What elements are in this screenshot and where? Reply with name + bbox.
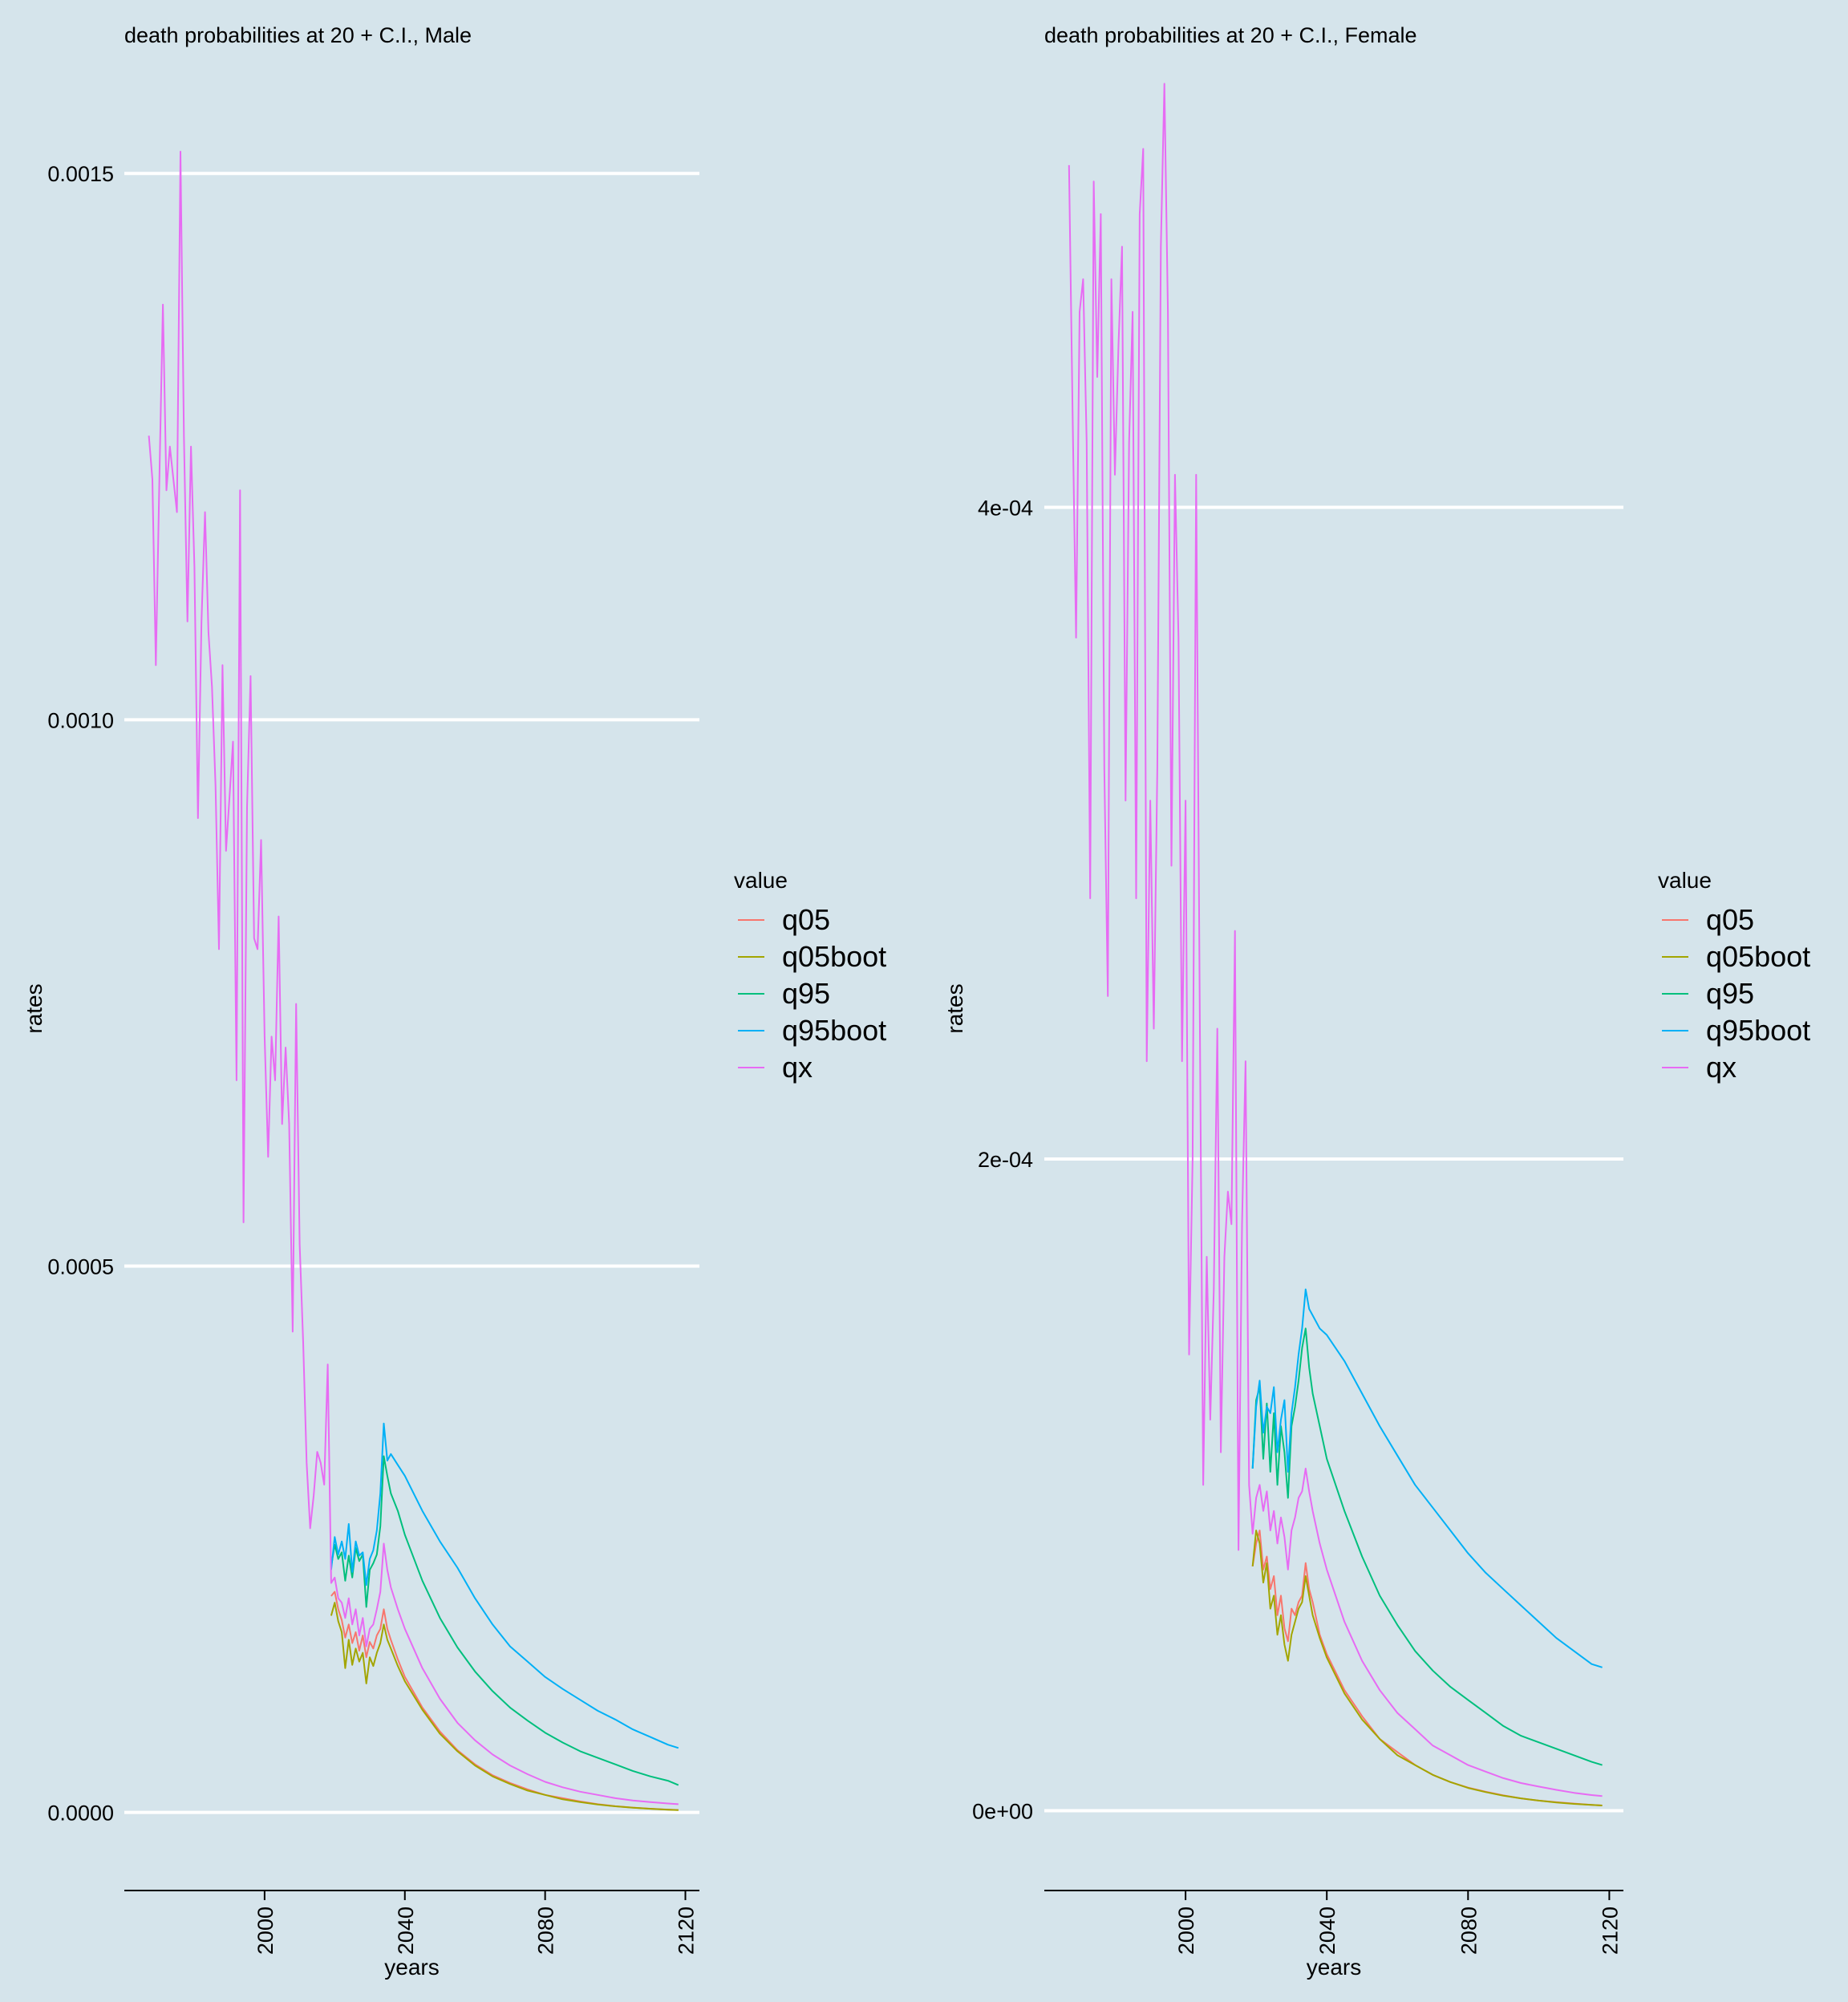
male-legend-label-q95: q95 (782, 977, 830, 1010)
male-series-q95 (330, 1455, 679, 1786)
male-legend-label-q05boot: q05boot (782, 940, 886, 973)
male-x-axis-label: years (384, 1955, 439, 1980)
male-chart-title: death probabilities at 20 + C.I., Male (124, 23, 472, 47)
female-chart-title: death probabilities at 20 + C.I., Female (1044, 23, 1417, 47)
male-legend: value q05 q05boot q95 q95boot qx (734, 868, 886, 1084)
female-legend-label-q95: q95 (1706, 977, 1754, 1010)
female-legend-label-q95boot: q95boot (1706, 1014, 1810, 1047)
male-x-tick-label: 2000 (253, 1907, 278, 1955)
male-legend-title: value (734, 868, 788, 893)
female-series-q05 (1251, 1530, 1603, 1806)
female-legend: value q05 q05boot q95 q95boot qx (1658, 868, 1810, 1084)
female-x-tick-label: 2000 (1174, 1907, 1198, 1955)
male-y-axis-label: rates (22, 983, 47, 1033)
female-legend-label-qx: qx (1706, 1051, 1737, 1084)
female-series-q95boot (1251, 1288, 1603, 1668)
male-legend-label-q95boot: q95boot (782, 1014, 886, 1047)
female-y-axis-label: rates (942, 983, 967, 1033)
female-legend-label-q05boot: q05boot (1706, 940, 1810, 973)
male-x-tick-label: 2080 (534, 1907, 558, 1955)
female-x-tick-label: 2120 (1598, 1907, 1622, 1955)
female-x-tick-label: 2040 (1315, 1907, 1339, 1955)
female-y-tick-label: 2e-04 (978, 1148, 1033, 1172)
female-series-qx (1068, 83, 1603, 1797)
male-y-tick-label: 0.0000 (47, 1801, 114, 1826)
female-y-tick-label: 0e+00 (972, 1800, 1033, 1824)
female-series-q05boot (1251, 1530, 1603, 1806)
male-series-q95boot (330, 1422, 679, 1749)
male-legend-label-qx: qx (782, 1051, 813, 1084)
female-panel: death probabilities at 20 + C.I., Female… (942, 23, 1810, 1980)
male-series-qx (148, 151, 679, 1805)
male-y-tick-label: 0.0005 (47, 1255, 114, 1279)
male-panel: death probabilities at 20 + C.I., Male 0.… (22, 23, 886, 1980)
female-y-tick-label: 4e-04 (978, 496, 1033, 521)
male-y-tick-label: 0.0010 (47, 708, 114, 732)
female-series-q95 (1251, 1327, 1603, 1766)
male-x-tick-label: 2040 (394, 1907, 418, 1955)
female-x-axis-label: years (1307, 1955, 1361, 1980)
female-legend-label-q05: q05 (1706, 903, 1754, 936)
male-x-tick-label: 2120 (675, 1907, 699, 1955)
male-legend-label-q05: q05 (782, 903, 830, 936)
male-series-q05boot (330, 1602, 679, 1811)
female-x-tick-label: 2080 (1457, 1907, 1481, 1955)
male-y-tick-label: 0.0015 (47, 162, 114, 186)
female-legend-title: value (1658, 868, 1712, 893)
